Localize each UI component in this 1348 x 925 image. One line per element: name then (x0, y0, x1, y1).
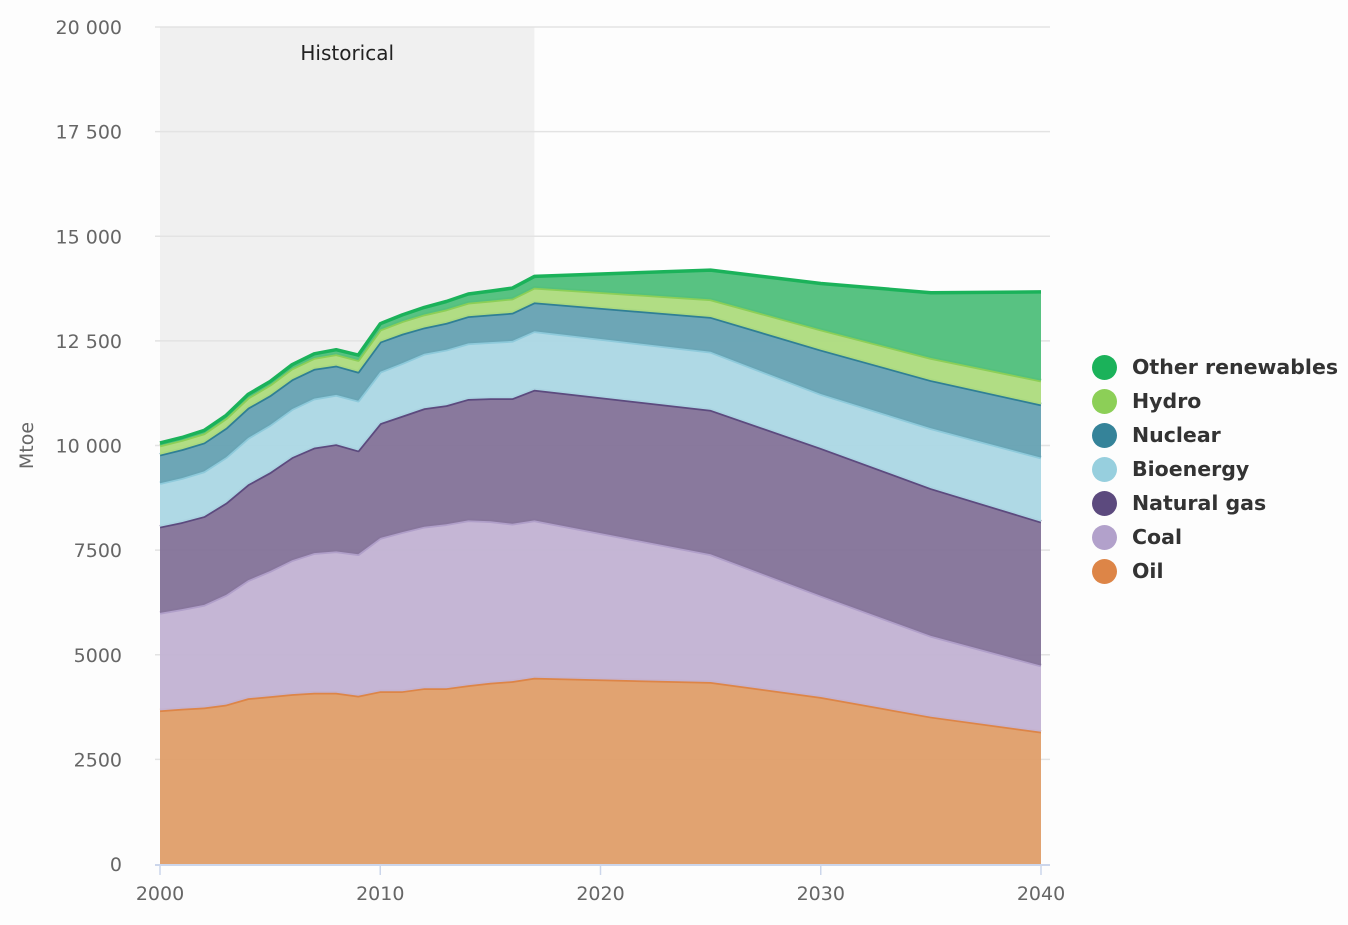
area-nuclear (160, 302, 1041, 484)
legend-swatch-icon (1092, 354, 1117, 380)
axes: 0 2500 5000 7500 10 000 12 500 15 000 17 500 20 … (56, 17, 1066, 905)
x-tick-label: 2020 (576, 883, 624, 905)
legend-swatch-icon (1092, 422, 1117, 448)
legend-swatch-icon (1092, 524, 1117, 550)
area-other-renewables (160, 270, 1041, 446)
area-coal (160, 520, 1041, 732)
y-tick-label: 12 500 (56, 331, 122, 353)
y-tick-label: 2500 (74, 749, 122, 771)
legend-item-coal[interactable]: Coal (1092, 520, 1338, 554)
historical-annotation: Historical (300, 41, 394, 65)
legend-item-oil[interactable]: Oil (1092, 554, 1338, 588)
area-natural-gas (160, 389, 1041, 666)
legend-item-nuclear[interactable]: Nuclear (1092, 418, 1338, 452)
y-tick-label: 20 000 (56, 17, 122, 39)
y-tick-label: 7500 (74, 540, 122, 562)
series-areas (159, 268, 1042, 864)
y-tick-label: 17 500 (56, 122, 122, 144)
legend-label: Oil (1132, 559, 1164, 583)
y-tick-label: 10 000 (56, 436, 122, 458)
legend-swatch-icon (1092, 490, 1117, 516)
legend-label: Nuclear (1132, 423, 1221, 447)
x-tick-label: 2030 (797, 883, 845, 905)
x-tick-label: 2010 (356, 883, 404, 905)
y-axis-title: Mtoe (16, 422, 38, 469)
legend-label: Bioenergy (1132, 457, 1250, 481)
legend-item-natural-gas[interactable]: Natural gas (1092, 486, 1338, 520)
legend-label: Other renewables (1132, 355, 1339, 379)
y-tick-label: 5000 (74, 645, 122, 667)
legend-swatch-icon (1092, 388, 1117, 414)
legend-swatch-icon (1092, 558, 1117, 584)
legend-label: Natural gas (1132, 491, 1267, 515)
y-tick-label: 15 000 (56, 226, 122, 248)
legend-label: Coal (1132, 525, 1182, 549)
y-tick-label: 0 (110, 854, 122, 876)
x-tick-label: 2000 (136, 883, 184, 905)
legend: Other renewables Hydro Nuclear Bioenergy… (1092, 350, 1338, 588)
line-other-renewables (159, 268, 1042, 445)
area-bioenergy (160, 331, 1041, 527)
legend-item-bioenergy[interactable]: Bioenergy (1092, 452, 1338, 486)
x-tick-label: 2040 (1017, 883, 1065, 905)
legend-swatch-icon (1092, 456, 1117, 482)
legend-label: Hydro (1132, 389, 1202, 413)
legend-item-hydro[interactable]: Hydro (1092, 384, 1338, 418)
legend-item-other-renewables[interactable]: Other renewables (1092, 350, 1338, 384)
area-oil (160, 677, 1041, 864)
